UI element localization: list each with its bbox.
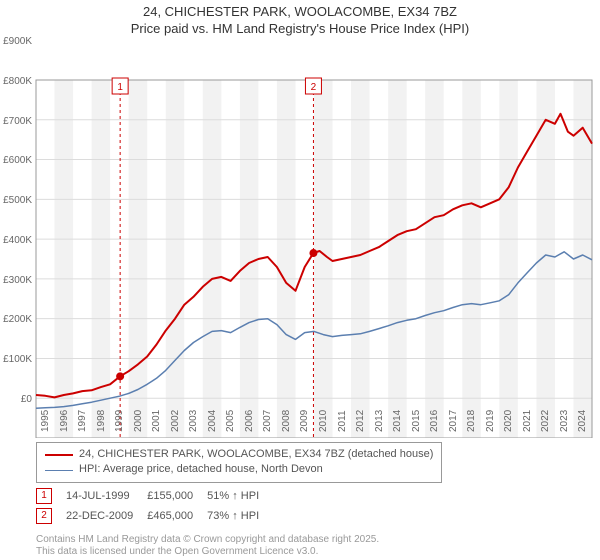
x-tick-label: 2020: [503, 410, 514, 432]
y-tick-label: £400K: [0, 235, 32, 246]
table-row: 1 14-JUL-1999 £155,000 51% ↑ HPI: [36, 486, 273, 506]
y-tick-label: £600K: [0, 155, 32, 166]
transaction-delta: 73% ↑ HPI: [207, 506, 273, 526]
footer: Contains HM Land Registry data © Crown c…: [36, 534, 379, 558]
x-tick-label: 2016: [429, 410, 440, 432]
y-tick-label: £100K: [0, 354, 32, 365]
transaction-date: 22-DEC-2009: [66, 506, 147, 526]
y-tick-label: £300K: [0, 275, 32, 286]
y-tick-label: £200K: [0, 314, 32, 325]
y-tick-label: £700K: [0, 116, 32, 127]
y-tick-label: £900K: [0, 36, 32, 47]
x-tick-label: 1996: [59, 410, 70, 432]
legend: 24, CHICHESTER PARK, WOOLACOMBE, EX34 7B…: [36, 442, 442, 483]
y-tick-label: £800K: [0, 76, 32, 87]
title-line-1: 24, CHICHESTER PARK, WOOLACOMBE, EX34 7B…: [0, 4, 600, 21]
x-tick-label: 2024: [577, 410, 588, 432]
transaction-table: 1 14-JUL-1999 £155,000 51% ↑ HPI 2 22-DE…: [36, 486, 273, 526]
transaction-price: £155,000: [147, 486, 207, 506]
footer-line-2: This data is licensed under the Open Gov…: [36, 546, 379, 558]
x-tick-label: 2023: [559, 410, 570, 432]
transaction-date: 14-JUL-1999: [66, 486, 147, 506]
x-tick-label: 2009: [299, 410, 310, 432]
x-tick-label: 2001: [151, 410, 162, 432]
legend-label-2: HPI: Average price, detached house, Nort…: [79, 462, 323, 477]
legend-label-1: 24, CHICHESTER PARK, WOOLACOMBE, EX34 7B…: [79, 447, 433, 462]
x-tick-label: 2002: [170, 410, 181, 432]
x-tick-label: 1995: [40, 410, 51, 432]
x-tick-label: 2006: [244, 410, 255, 432]
table-row: 2 22-DEC-2009 £465,000 73% ↑ HPI: [36, 506, 273, 526]
x-tick-label: 2022: [540, 410, 551, 432]
marker-badge: 1: [36, 488, 52, 504]
x-tick-label: 2000: [133, 410, 144, 432]
legend-row-2: HPI: Average price, detached house, Nort…: [45, 462, 433, 477]
x-tick-label: 1997: [77, 410, 88, 432]
x-tick-label: 2015: [411, 410, 422, 432]
x-tick-label: 2019: [485, 410, 496, 432]
chart-svg: 12: [0, 38, 600, 438]
x-tick-label: 2004: [207, 410, 218, 432]
svg-text:1: 1: [117, 82, 123, 93]
svg-text:2: 2: [311, 82, 317, 93]
x-tick-label: 2012: [355, 410, 366, 432]
legend-swatch-2: [45, 470, 73, 471]
chart-container: 24, CHICHESTER PARK, WOOLACOMBE, EX34 7B…: [0, 0, 600, 560]
x-tick-label: 2018: [466, 410, 477, 432]
x-tick-label: 2017: [448, 410, 459, 432]
title-line-2: Price paid vs. HM Land Registry's House …: [0, 21, 600, 38]
y-tick-label: £0: [0, 394, 32, 405]
x-tick-label: 2011: [337, 410, 348, 432]
footer-line-1: Contains HM Land Registry data © Crown c…: [36, 534, 379, 546]
chart-title: 24, CHICHESTER PARK, WOOLACOMBE, EX34 7B…: [0, 0, 600, 38]
transaction-delta: 51% ↑ HPI: [207, 486, 273, 506]
y-tick-label: £500K: [0, 195, 32, 206]
legend-row-1: 24, CHICHESTER PARK, WOOLACOMBE, EX34 7B…: [45, 447, 433, 462]
x-tick-label: 2007: [262, 410, 273, 432]
x-tick-label: 2014: [392, 410, 403, 432]
legend-swatch-1: [45, 454, 73, 456]
transaction-price: £465,000: [147, 506, 207, 526]
x-tick-label: 2005: [225, 410, 236, 432]
marker-badge: 2: [36, 508, 52, 524]
x-tick-label: 2013: [374, 410, 385, 432]
x-tick-label: 2010: [318, 410, 329, 432]
x-tick-label: 2003: [188, 410, 199, 432]
x-tick-label: 1999: [114, 410, 125, 432]
x-tick-label: 2008: [281, 410, 292, 432]
x-tick-label: 2021: [522, 410, 533, 432]
x-tick-label: 1998: [96, 410, 107, 432]
